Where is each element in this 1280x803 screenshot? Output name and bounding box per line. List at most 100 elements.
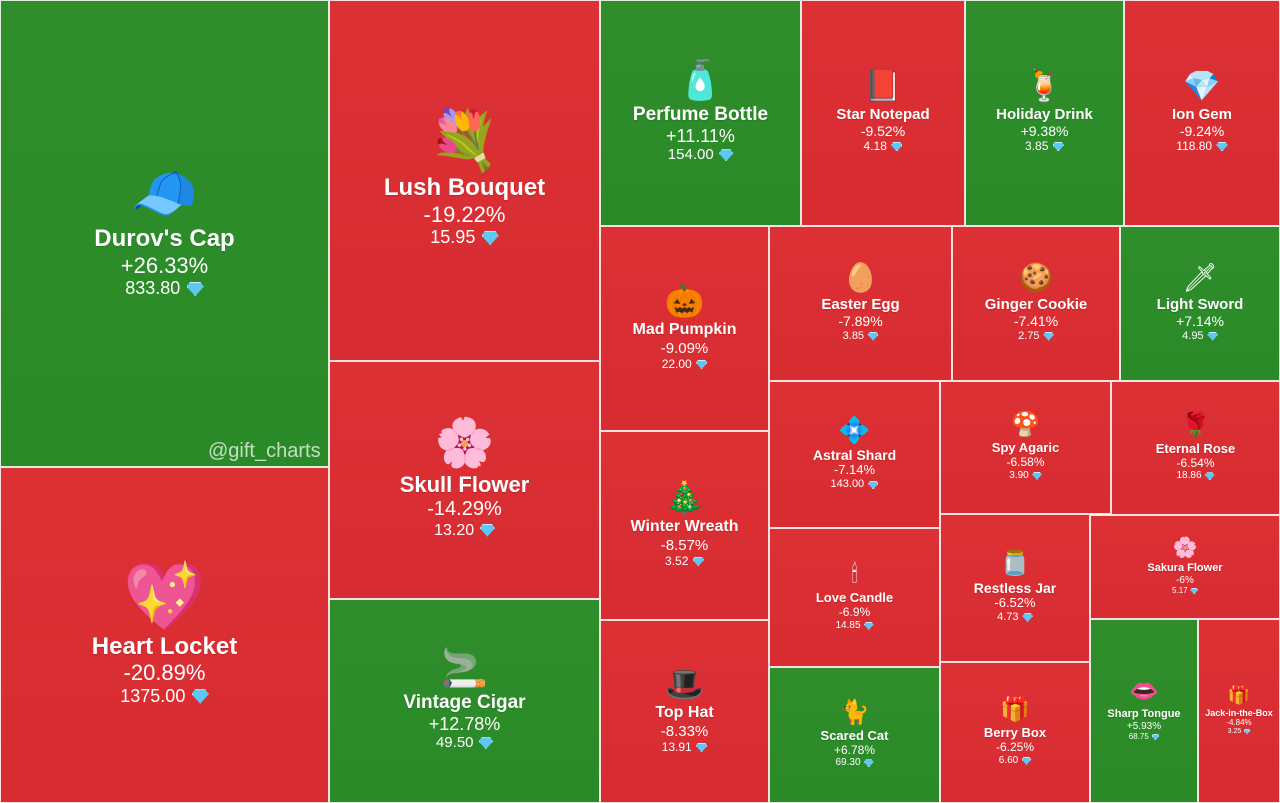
top-hat-icon: 🎩 bbox=[664, 666, 705, 703]
tile-change: -6.9% bbox=[838, 605, 871, 620]
tile-price: 15.95 bbox=[430, 227, 499, 249]
tile-name: Mad Pumpkin bbox=[632, 321, 737, 339]
tile-change: -8.33% bbox=[660, 722, 709, 740]
tile-name: Lush Bouquet bbox=[383, 174, 546, 202]
tile-price-value: 4.95 bbox=[1182, 329, 1204, 342]
watermark: @gift_charts bbox=[208, 440, 321, 462]
tile-perfume-bottle: 🧴 Perfume Bottle +11.11% 154.00 bbox=[600, 0, 801, 226]
restless-jar-icon: 🫙 bbox=[1000, 549, 1030, 577]
diamond-icon bbox=[891, 141, 903, 152]
tile-skull-flower: 🌸 Skull Flower -14.29% 13.20 bbox=[329, 361, 600, 599]
tile-price-value: 18.86 bbox=[1176, 470, 1202, 482]
mad-pumpkin-icon: 🎃 bbox=[664, 283, 705, 320]
tile-change: -8.57% bbox=[660, 536, 709, 554]
berry-box-icon: 🎁 bbox=[1000, 696, 1030, 724]
tile-price: 13.20 bbox=[434, 521, 495, 540]
tile-change: -20.89% bbox=[123, 660, 206, 686]
diamond-icon bbox=[1216, 141, 1228, 152]
tile-star-notepad: 📕 Star Notepad -9.52% 4.18 bbox=[801, 0, 965, 226]
tile-berry-box: 🎁 Berry Box -6.25% 6.60 bbox=[940, 662, 1090, 803]
tile-easter-egg: 🥚 Easter Egg -7.89% 3.85 bbox=[769, 226, 952, 381]
tile-change: +12.78% bbox=[428, 713, 501, 734]
tile-eternal-rose: 🌹 Eternal Rose -6.54% 18.86 bbox=[1111, 381, 1280, 515]
tile-price-value: 13.91 bbox=[661, 740, 692, 755]
diamond-icon bbox=[692, 556, 704, 567]
tile-price-value: 3.90 bbox=[1009, 469, 1029, 481]
tile-price-value: 4.18 bbox=[863, 139, 887, 154]
tile-price-value: 22.00 bbox=[661, 357, 692, 372]
sakura-flower-icon: 🌸 bbox=[1172, 537, 1198, 560]
tile-price: 6.60 bbox=[999, 755, 1032, 767]
tile-price-value: 3.52 bbox=[665, 554, 689, 569]
tile-price: 154.00 bbox=[668, 146, 734, 164]
tile-change: -6% bbox=[1176, 574, 1194, 586]
tile-name: Star Notepad bbox=[836, 106, 930, 124]
tile-change: +9.38% bbox=[1020, 123, 1069, 140]
sharp-tongue-icon: 👄 bbox=[1129, 678, 1159, 706]
tile-price-value: 833.80 bbox=[125, 278, 181, 299]
tile-price-value: 14.85 bbox=[835, 619, 861, 631]
tile-price-value: 15.95 bbox=[430, 227, 476, 248]
tile-name: Heart Locket bbox=[91, 632, 238, 660]
tile-sharp-tongue: 👄 Sharp Tongue +5.93% 68.75 bbox=[1090, 619, 1198, 803]
tile-change: -9.24% bbox=[1179, 123, 1225, 140]
diamond-icon bbox=[479, 523, 495, 537]
tile-change: +5.93% bbox=[1126, 720, 1162, 732]
ginger-cookie-icon: 🍪 bbox=[1018, 262, 1054, 294]
tile-price: 13.91 bbox=[662, 740, 708, 754]
diamond-icon bbox=[1205, 472, 1215, 481]
tile-price: 3.52 bbox=[665, 554, 704, 568]
scared-cat-icon: 🐈 bbox=[839, 698, 870, 726]
winter-wreath-icon: 🎄 bbox=[664, 480, 705, 517]
perfume-bottle-icon: 🧴 bbox=[676, 59, 725, 102]
tile-price: 143.00 bbox=[831, 478, 879, 491]
tile-price-value: 3.85 bbox=[1025, 139, 1049, 154]
tile-price-value: 68.75 bbox=[1128, 732, 1149, 742]
tile-name: Sakura Flower bbox=[1147, 562, 1223, 575]
love-candle-icon: 🕯 bbox=[851, 561, 858, 589]
tile-price: 49.50 bbox=[436, 734, 494, 752]
tile-change: -7.41% bbox=[1013, 313, 1059, 330]
tile-winter-wreath: 🎄 Winter Wreath -8.57% 3.52 bbox=[600, 431, 769, 620]
tile-scared-cat: 🐈 Scared Cat +6.78% 69.30 bbox=[769, 667, 940, 803]
diamond-icon bbox=[1032, 471, 1042, 480]
tile-change: -7.89% bbox=[838, 313, 883, 330]
tile-change: +11.11% bbox=[666, 125, 735, 146]
tile-price-value: 3.25 bbox=[1227, 727, 1242, 735]
diamond-icon bbox=[1151, 733, 1160, 741]
diamond-icon bbox=[1022, 613, 1033, 622]
tile-name: Perfume Bottle bbox=[632, 103, 769, 125]
tile-mad-pumpkin: 🎃 Mad Pumpkin -9.09% 22.00 bbox=[600, 226, 769, 431]
tile-change: -6.58% bbox=[1006, 455, 1045, 470]
tile-name: Ginger Cookie bbox=[984, 296, 1088, 314]
diamond-icon bbox=[186, 281, 204, 297]
tile-name: Spy Agaric bbox=[991, 440, 1060, 456]
diamond-icon bbox=[718, 149, 734, 162]
tile-price: 3.25 bbox=[1228, 728, 1251, 736]
tile-change: -6.25% bbox=[995, 740, 1035, 755]
diamond-icon bbox=[191, 689, 209, 704]
tile-name: Light Sword bbox=[1156, 296, 1244, 314]
tile-change: -19.22% bbox=[423, 201, 506, 227]
tile-name: Durov's Cap bbox=[94, 225, 235, 253]
tile-holiday-drink: 🍹 Holiday Drink +9.38% 3.85 bbox=[965, 0, 1124, 226]
tile-ion-gem: 💎 Ion Gem -9.24% 118.80 bbox=[1124, 0, 1280, 226]
heart-locket-icon: 💖 bbox=[123, 558, 206, 633]
tile-price: 68.75 bbox=[1128, 732, 1160, 742]
diamond-icon bbox=[478, 737, 494, 750]
tile-change: -9.09% bbox=[660, 339, 709, 357]
tile-price: 3.90 bbox=[1009, 469, 1042, 482]
tile-name: Berry Box bbox=[983, 725, 1047, 741]
lush-bouquet-icon: 💐 bbox=[428, 108, 501, 174]
diamond-icon bbox=[864, 759, 874, 768]
tile-change: -9.52% bbox=[860, 123, 906, 140]
diamond-icon bbox=[868, 480, 879, 490]
tile-name: Eternal Rose bbox=[1155, 440, 1236, 456]
tile-light-sword: 🗡 Light Sword +7.14% 4.95 bbox=[1120, 226, 1280, 381]
tile-name: Holiday Drink bbox=[996, 106, 1093, 124]
tile-change: +26.33% bbox=[120, 252, 209, 278]
tile-name: Astral Shard bbox=[812, 447, 897, 464]
light-sword-icon: 🗡 bbox=[1182, 262, 1218, 294]
tile-price-value: 1375.00 bbox=[120, 685, 186, 706]
